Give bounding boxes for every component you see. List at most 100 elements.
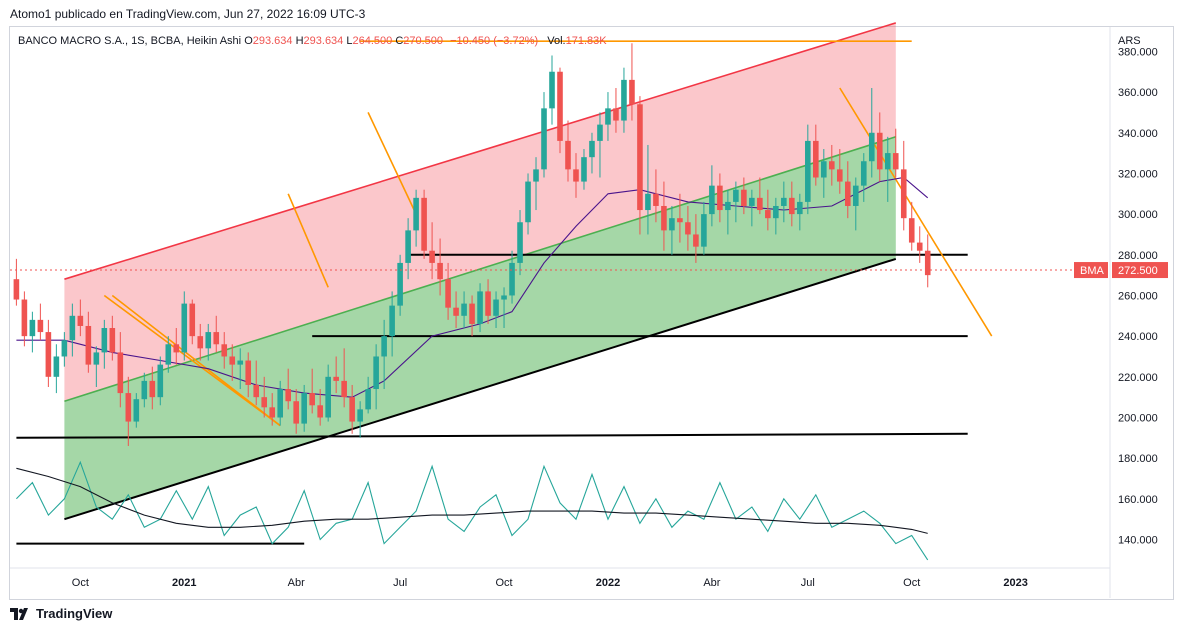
channel-lower-line xyxy=(64,257,897,521)
y-tick-label: 360.000 xyxy=(1118,87,1158,99)
candle-body xyxy=(773,205,779,219)
footer-brand[interactable]: TradingView xyxy=(10,606,112,621)
y-tick-label: 340.000 xyxy=(1118,128,1158,140)
candle-body xyxy=(77,315,84,326)
candle-body xyxy=(765,210,771,219)
candle-body xyxy=(197,336,204,349)
candle-body xyxy=(821,161,827,178)
candle-body xyxy=(117,352,124,394)
candle-body xyxy=(733,189,739,202)
candle-body xyxy=(813,140,819,178)
candle-body xyxy=(541,108,547,170)
candle-body xyxy=(85,325,92,365)
y-tick-label: 320.000 xyxy=(1118,168,1158,180)
candle-body xyxy=(389,305,395,337)
candle-body xyxy=(381,336,387,357)
chart-frame xyxy=(9,26,1174,600)
candle-body xyxy=(181,303,188,353)
channel-upper-line xyxy=(64,22,897,280)
candle-body xyxy=(357,409,363,422)
candle-body xyxy=(868,132,875,162)
price-tag-value: 272.500 xyxy=(1118,265,1158,277)
trendline-orange xyxy=(111,294,281,427)
footer-brand-label: TradingView xyxy=(36,606,113,621)
candle-body xyxy=(445,279,451,308)
candle-body xyxy=(884,153,891,170)
candle-body xyxy=(45,332,52,377)
candle-body xyxy=(133,399,140,422)
price-tag-value-box xyxy=(1112,262,1168,279)
candle-body xyxy=(485,291,491,316)
candle-body xyxy=(13,279,20,300)
candle-body xyxy=(836,169,843,182)
trendline-black xyxy=(16,432,968,439)
trendline-orange xyxy=(839,87,993,337)
y-tick-label: 140.000 xyxy=(1118,535,1158,547)
trendline-orange xyxy=(103,294,281,427)
candle-body xyxy=(229,356,236,365)
y-tick-label: 280.000 xyxy=(1118,250,1158,262)
x-tick-label: Abr xyxy=(703,577,720,589)
candle-body xyxy=(461,303,467,316)
candle-body xyxy=(605,108,611,125)
x-tick-label: 2022 xyxy=(596,577,620,589)
candle-body xyxy=(581,157,587,182)
candle-body xyxy=(293,401,299,424)
candle-body xyxy=(29,319,36,337)
candle-body xyxy=(93,352,100,365)
candle-body xyxy=(101,328,108,353)
candle-body xyxy=(876,132,883,170)
price-tag-symbol: BMA xyxy=(1080,265,1105,277)
candle-body xyxy=(517,222,523,263)
candle-body xyxy=(509,262,515,296)
candle-body xyxy=(373,356,379,390)
candle-body xyxy=(109,328,116,353)
candle-body xyxy=(908,218,915,243)
candle-body xyxy=(501,295,507,300)
x-tick-label: Abr xyxy=(288,577,305,589)
legend-open: 293.634 xyxy=(252,35,293,47)
y-tick-label: 180.000 xyxy=(1118,453,1158,465)
candle-body xyxy=(69,315,76,341)
candle-body xyxy=(741,189,747,206)
candle-body xyxy=(405,230,411,263)
candle-body xyxy=(573,169,579,182)
legend-volume-label: Vol. xyxy=(547,35,566,47)
trendline-orange xyxy=(287,193,329,288)
x-tick-label: Oct xyxy=(903,577,920,589)
candle-body xyxy=(309,393,315,406)
candle-body xyxy=(589,140,595,158)
candle-body xyxy=(637,104,643,211)
x-tick-label: Jul xyxy=(801,577,815,589)
indicator-average-line xyxy=(16,467,928,534)
candle-body xyxy=(701,214,707,247)
candle-body xyxy=(533,169,539,182)
candle-body xyxy=(597,124,603,141)
tradingview-logo-icon xyxy=(10,607,28,620)
candle-body xyxy=(789,197,795,215)
legend-low-label: L xyxy=(346,35,353,47)
candle-body xyxy=(261,397,268,408)
channel-mid-line xyxy=(64,136,897,402)
candle-body xyxy=(717,185,723,211)
y-tick-label: 300.000 xyxy=(1118,209,1158,221)
candle-body xyxy=(365,389,371,410)
candle-body xyxy=(892,153,899,170)
y-tick-label: 380.000 xyxy=(1118,46,1158,58)
candle-body xyxy=(157,364,164,398)
legend-change: −10.450 (−3.72%) xyxy=(450,35,539,47)
legend-symbol: BANCO MACRO S.A., 1S, BCBA, Heikin Ashi xyxy=(18,35,242,47)
candle-body xyxy=(53,356,60,377)
candle-body xyxy=(341,380,347,398)
candle-body xyxy=(805,140,811,202)
candle-body xyxy=(549,71,555,109)
candle-body xyxy=(852,185,859,206)
candle-body xyxy=(829,161,835,170)
candle-body xyxy=(285,389,291,402)
candle-body xyxy=(397,262,403,306)
y-tick-label: 200.000 xyxy=(1118,412,1158,424)
candle-body xyxy=(269,407,276,418)
candle-body xyxy=(629,79,635,105)
y-tick-label: 260.000 xyxy=(1118,290,1158,302)
